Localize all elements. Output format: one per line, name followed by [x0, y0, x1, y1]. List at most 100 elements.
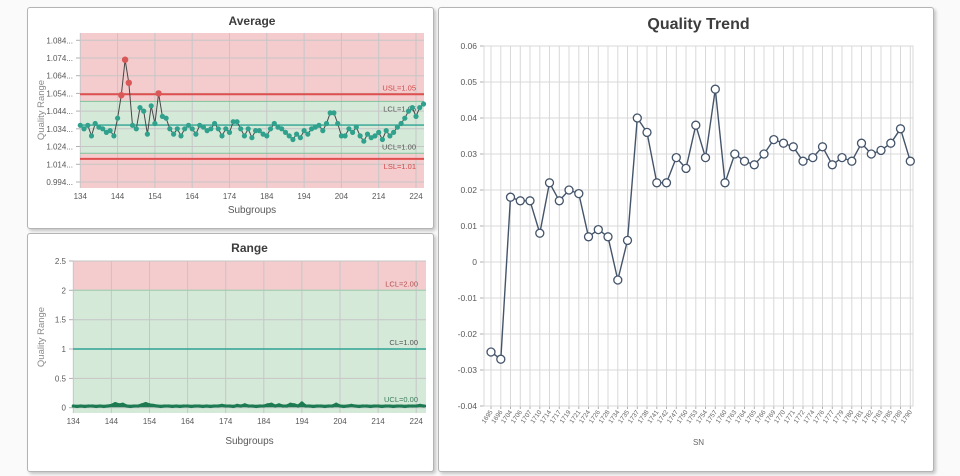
data-point	[496, 354, 506, 364]
limit-label: CL=1.00	[389, 338, 418, 347]
data-point	[808, 152, 818, 163]
alert-data-point	[155, 90, 162, 97]
data-point	[847, 156, 857, 166]
svg-text:-0.04: -0.04	[458, 401, 478, 411]
svg-text:0.06: 0.06	[460, 41, 477, 51]
svg-text:204: 204	[333, 417, 347, 426]
data-point	[102, 404, 106, 409]
data-point	[230, 119, 236, 125]
data-point	[691, 120, 701, 130]
svg-text:214: 214	[372, 192, 386, 201]
data-point	[323, 404, 327, 409]
data-point	[247, 404, 251, 408]
svg-text:1.084...: 1.084...	[46, 36, 73, 45]
data-point	[300, 401, 304, 405]
data-point	[136, 404, 140, 408]
data-point	[376, 129, 382, 135]
svg-text:0.01: 0.01	[460, 221, 477, 231]
data-point	[208, 126, 214, 132]
data-point	[409, 105, 415, 111]
data-point	[391, 129, 397, 135]
data-point	[185, 122, 192, 128]
data-point	[258, 404, 262, 408]
average-chart-panel: 1.084... 1.074... 1.064... 1.054... 1.044...…	[27, 7, 434, 229]
svg-text:1.054...: 1.054...	[46, 89, 73, 98]
data-point	[710, 84, 720, 94]
svg-text:2.5: 2.5	[55, 257, 67, 266]
data-point	[226, 129, 233, 135]
data-point	[700, 152, 711, 163]
data-point	[535, 228, 545, 238]
data-point	[140, 403, 144, 407]
data-point	[856, 138, 867, 148]
data-point	[273, 404, 277, 408]
data-point	[410, 404, 414, 408]
data-point	[83, 404, 87, 409]
svg-text:194: 194	[295, 417, 309, 426]
svg-text:1.024...: 1.024...	[46, 143, 73, 152]
data-point	[346, 404, 350, 408]
data-point	[327, 110, 333, 116]
alert-data-point	[118, 92, 125, 99]
data-point	[525, 196, 535, 206]
data-point	[288, 402, 293, 406]
data-point	[234, 119, 240, 125]
data-point	[905, 156, 915, 166]
data-point	[239, 404, 243, 408]
svg-text:-0.03: -0.03	[458, 365, 478, 375]
data-point	[155, 404, 159, 408]
svg-text:1790: 1790	[900, 409, 914, 425]
data-point	[223, 126, 229, 132]
data-point	[827, 160, 837, 170]
average-chart-canvas: 1.084... 1.074... 1.064... 1.054... 1.044...…	[46, 33, 427, 201]
data-point	[349, 403, 353, 407]
data-point	[866, 149, 876, 159]
data-point	[837, 152, 847, 163]
data-point	[418, 403, 422, 407]
data-point	[109, 403, 113, 407]
data-point	[219, 133, 225, 139]
svg-text:-0.02: -0.02	[458, 329, 478, 339]
data-point	[98, 404, 102, 408]
data-point	[79, 404, 83, 408]
data-point	[159, 404, 163, 409]
data-point	[391, 404, 395, 409]
data-point	[384, 404, 388, 408]
limit-label: LCL=2.00	[385, 279, 418, 288]
svg-text:2: 2	[62, 286, 67, 295]
data-point	[178, 133, 184, 139]
data-point	[564, 185, 574, 195]
data-point	[81, 126, 87, 132]
data-point	[357, 404, 361, 409]
data-point	[613, 275, 623, 285]
data-point	[376, 404, 380, 408]
data-point	[642, 127, 652, 138]
svg-text:1.064...: 1.064...	[46, 72, 73, 81]
average-y-axis-label: Quality Range	[36, 79, 47, 141]
data-point	[235, 403, 239, 407]
data-point	[353, 404, 357, 408]
data-point	[798, 156, 808, 166]
trend-series-line	[490, 88, 911, 360]
data-point	[720, 178, 730, 188]
alert-data-point	[121, 56, 129, 63]
data-point	[167, 126, 173, 132]
data-point	[224, 404, 228, 408]
average-chart-title: Average	[228, 14, 276, 28]
svg-text:174: 174	[223, 192, 237, 201]
data-point	[94, 404, 98, 409]
data-point	[212, 120, 218, 127]
data-point	[128, 404, 133, 409]
data-point	[372, 133, 378, 139]
data-point	[778, 138, 789, 148]
data-point	[895, 124, 906, 134]
quality-trend-chart-panel: 0.06 0.05 0.04 0.03 0.02 0.01 0 -0.01 -0.02 -0.03…	[438, 7, 934, 472]
svg-text:1.044...: 1.044...	[46, 107, 73, 116]
svg-text:0: 0	[472, 257, 477, 267]
data-point	[346, 126, 352, 132]
data-point	[208, 404, 213, 409]
data-point	[414, 404, 418, 408]
data-point	[144, 402, 148, 406]
data-point	[593, 224, 603, 235]
